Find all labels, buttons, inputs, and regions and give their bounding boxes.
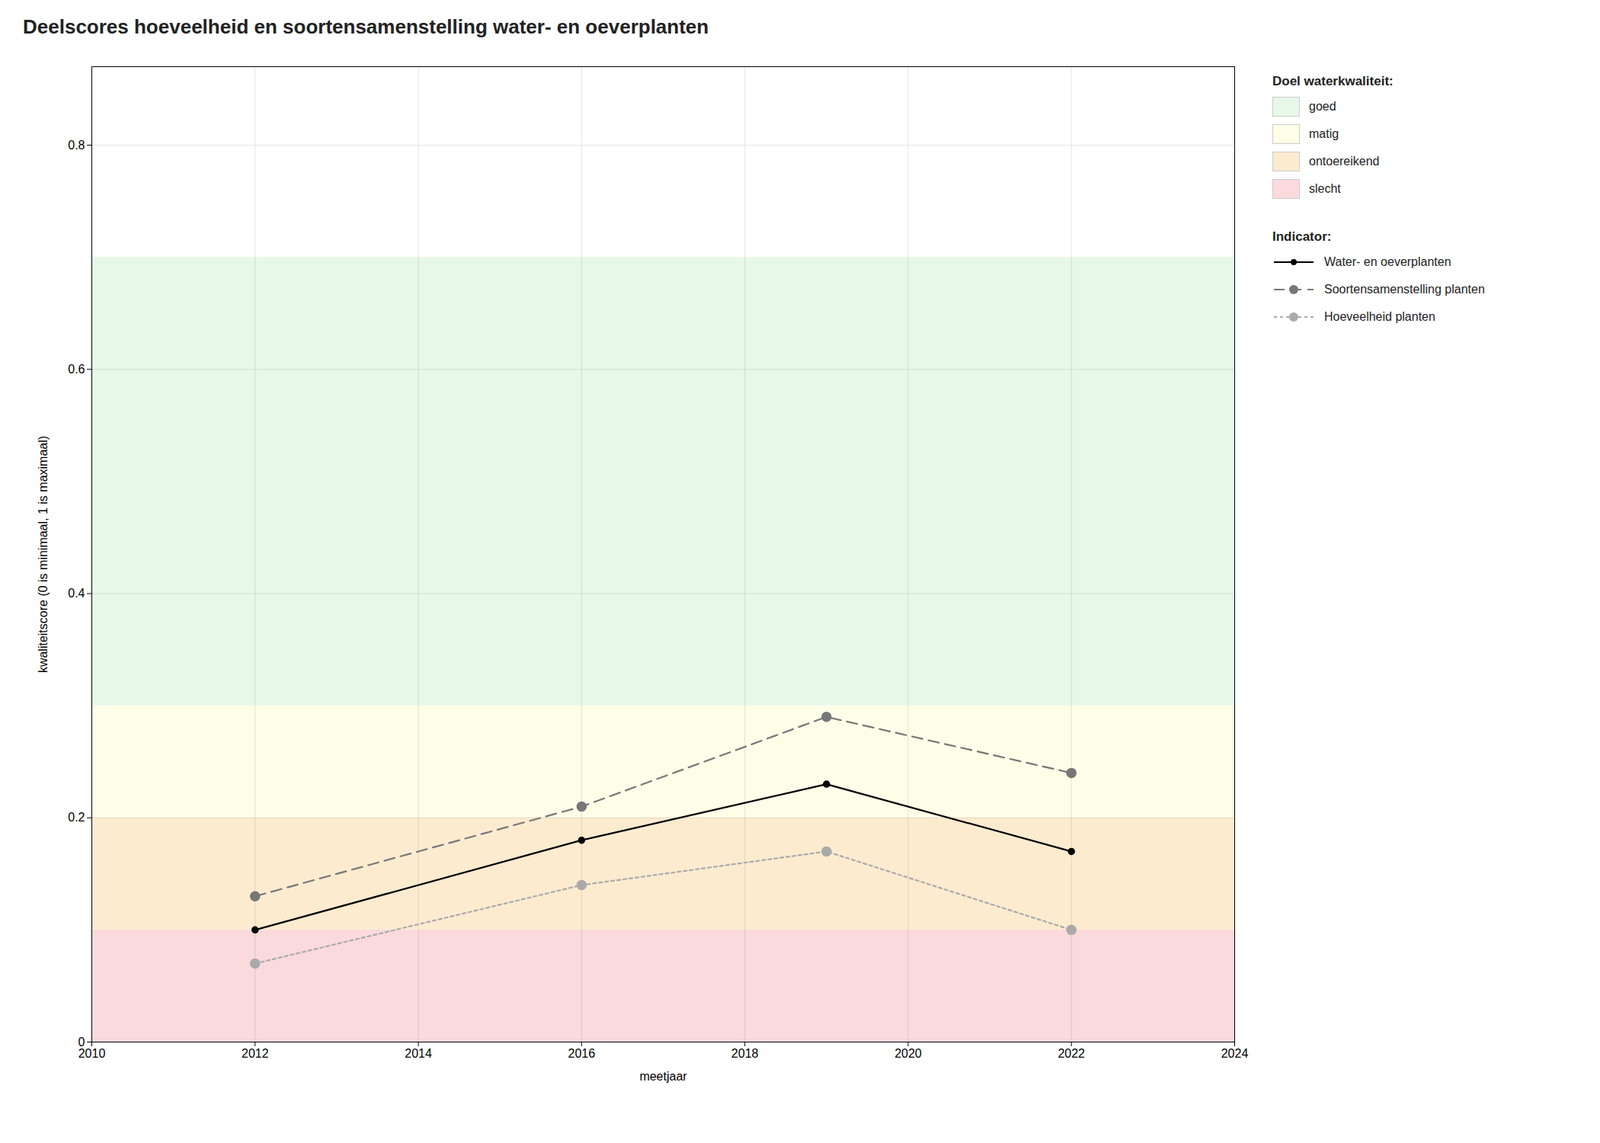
svg-text:meetjaar: meetjaar — [639, 1069, 688, 1083]
svg-text:2012: 2012 — [241, 1046, 269, 1060]
svg-text:0.4: 0.4 — [67, 586, 85, 600]
html-text:Soortensamenstelling planten: Soortensamenstelling planten — [1324, 282, 1485, 296]
html-text:ontoereikend: ontoereikend — [1308, 154, 1380, 168]
html-text:Doel waterkwaliteit:: Doel waterkwaliteit: — [1272, 73, 1394, 89]
svg-text:0.2: 0.2 — [67, 810, 85, 824]
html-text:Deelscores hoeveelheid en soor: Deelscores hoeveelheid en soortensamenst… — [22, 15, 709, 39]
svg-text:2024: 2024 — [1221, 1046, 1249, 1060]
html-text:Indicator:: Indicator: — [1272, 229, 1332, 244]
svg-text:0.8: 0.8 — [67, 138, 85, 152]
svg-text:2016: 2016 — [568, 1046, 596, 1060]
svg-text:2020: 2020 — [894, 1046, 922, 1060]
html-text:Water- en oeverplanten: Water- en oeverplanten — [1324, 255, 1452, 269]
html-text:Hoeveelheid planten: Hoeveelheid planten — [1324, 310, 1436, 324]
svg-text:0: 0 — [78, 1035, 85, 1049]
html-text:matig: matig — [1308, 127, 1339, 141]
html-text:slecht: slecht — [1308, 182, 1341, 196]
svg-text:2022: 2022 — [1057, 1046, 1085, 1060]
svg-text:kwaliteitscore (0 is minimaal,: kwaliteitscore (0 is minimaal, 1 is maxi… — [36, 435, 50, 673]
html-text:goed: goed — [1308, 99, 1337, 113]
svg-text:2010: 2010 — [78, 1046, 106, 1060]
svg-text:2014: 2014 — [404, 1046, 432, 1060]
svg-text:2018: 2018 — [731, 1046, 759, 1060]
svg-text:0.6: 0.6 — [67, 362, 85, 376]
